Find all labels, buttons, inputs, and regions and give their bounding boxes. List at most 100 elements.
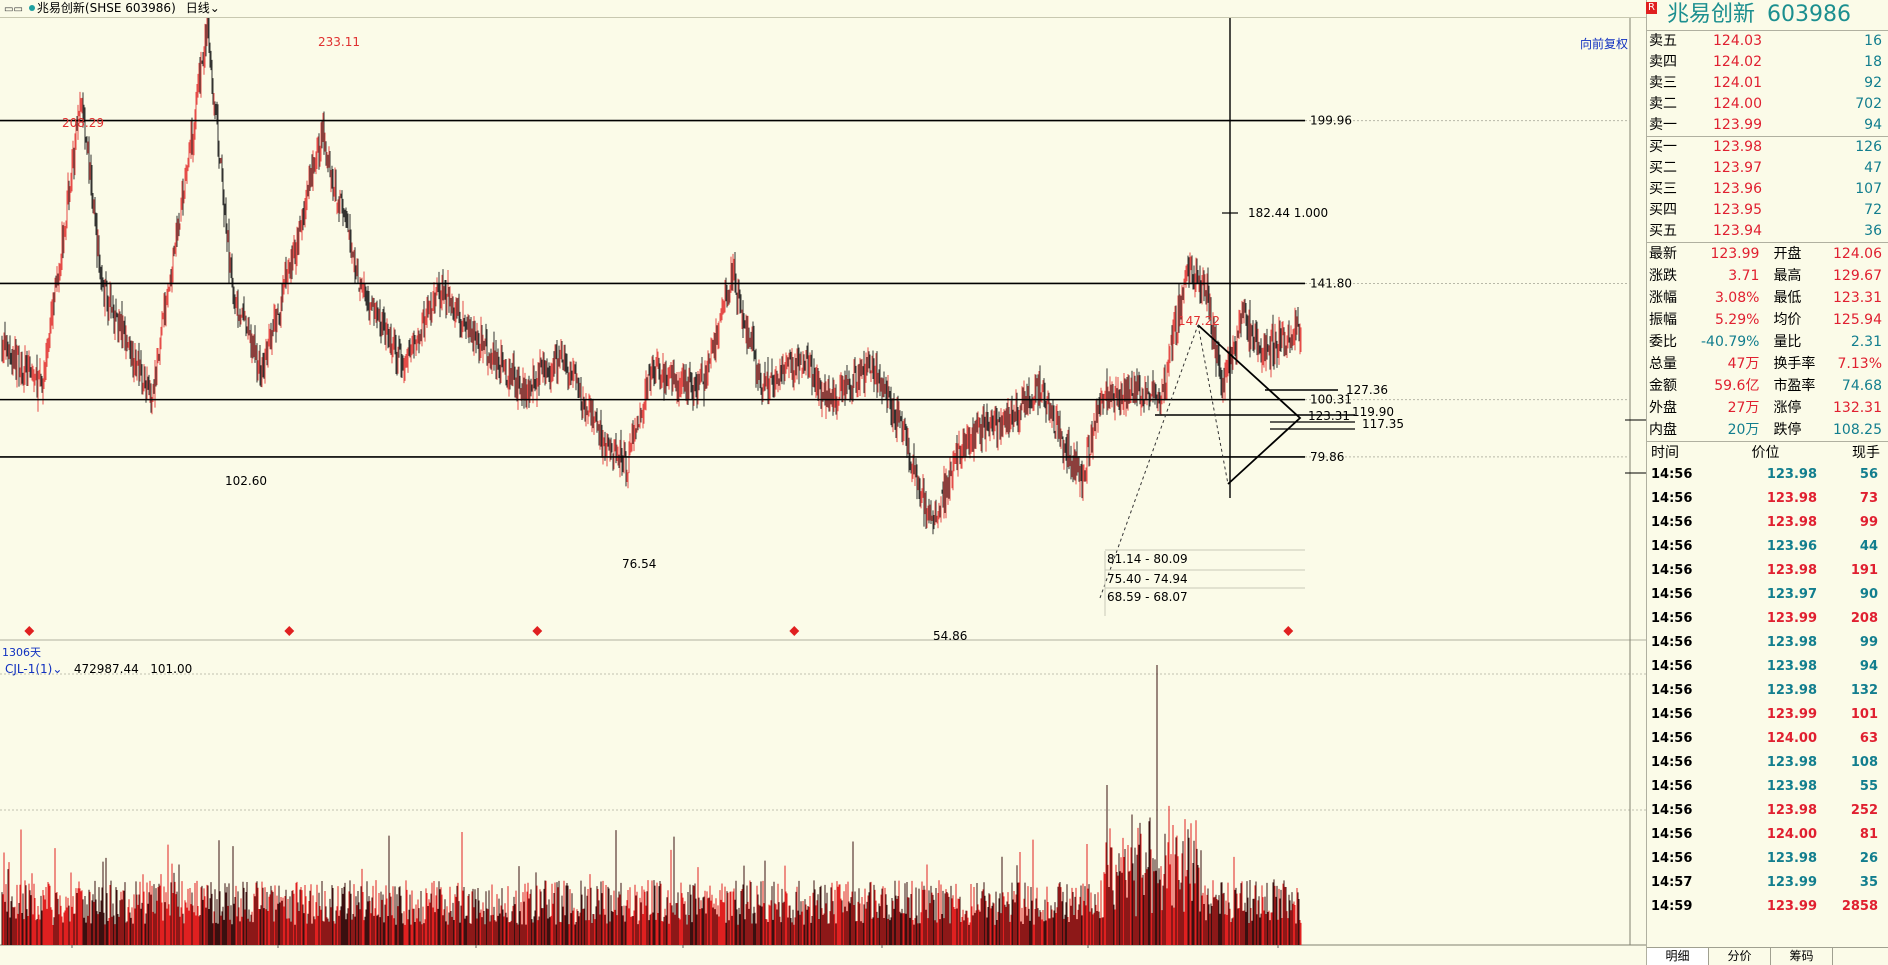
ask-row[interactable]: 卖四 124.02 18	[1647, 52, 1888, 73]
trade-row: 14:56 123.98 108	[1647, 751, 1888, 775]
trade-volume: 191	[1850, 563, 1878, 578]
volume-header: CJL-1(1)⌄ 472987.44 101.00	[5, 662, 192, 676]
quote-value: 3.71	[1728, 268, 1760, 284]
quote-label: 市盈率	[1773, 378, 1816, 394]
event-marker[interactable]	[789, 626, 800, 636]
trade-volume: 26	[1859, 851, 1878, 866]
quote-value: 3.08%	[1714, 290, 1760, 306]
range-label: 81.14 - 80.09	[1107, 552, 1188, 566]
range-label: 75.40 - 74.94	[1107, 572, 1188, 586]
panel-tabs: 明细 分价 筹码	[1647, 947, 1888, 965]
level-label: 100.31	[1310, 393, 1352, 407]
trades-list[interactable]: 14:56 123.98 56 14:56 123.98 73 14:56 123.98 99 1…	[1647, 463, 1888, 919]
trade-time: 14:56	[1651, 683, 1693, 698]
quote-table: 最新 123.99 开盘 124.06 涨跌 3.71 最高 129.67 涨幅 3.08% 最低 1…	[1647, 242, 1888, 441]
quote-value: 20万	[1727, 422, 1760, 438]
quote-label: 涨幅	[1649, 290, 1677, 306]
ask-row[interactable]: 卖五 124.03 16	[1647, 31, 1888, 53]
quote-label: 最新	[1649, 246, 1677, 262]
book-volume: 36	[1864, 223, 1882, 239]
timeframe-select[interactable]: 日线⌄	[186, 1, 220, 15]
book-level-label: 买四	[1649, 202, 1677, 218]
trades-header: 时间 价位 现手	[1647, 441, 1888, 463]
quote-label: 内盘	[1649, 422, 1677, 438]
trend-line-dashed	[1197, 324, 1229, 485]
book-price: 123.95	[1713, 202, 1762, 218]
trade-row: 14:56 123.98 99	[1647, 631, 1888, 655]
volume-indicator-select[interactable]: CJL-1(1)⌄	[5, 662, 62, 676]
trade-row: 14:56 123.98 56	[1647, 463, 1888, 487]
quote-label: 换手率	[1773, 356, 1816, 372]
trade-time: 14:56	[1651, 467, 1693, 482]
trade-price: 123.96	[1766, 539, 1817, 554]
volume-indicator-label: CJL-1(1)	[5, 662, 53, 676]
ask-row[interactable]: 卖二 124.00 702	[1647, 94, 1888, 115]
kline-chart-svg[interactable]: 199.96 141.80 100.31 79.86 182.44 1.000 127.3…	[0, 18, 1646, 948]
extreme-price-label: 233.11	[318, 35, 360, 49]
quote-label: 振幅	[1649, 312, 1677, 328]
chevron-down-icon: ⌄	[52, 662, 63, 676]
book-volume: 18	[1864, 54, 1882, 70]
quote-value: 2.31	[1850, 334, 1882, 350]
trade-price: 123.98	[1766, 491, 1817, 506]
extreme-price-label: 54.86	[933, 629, 967, 643]
trend-line-dashed	[1099, 324, 1199, 599]
trades-header-vol: 现手	[1851, 445, 1880, 461]
bid-row[interactable]: 买三 123.96 107	[1647, 179, 1888, 200]
event-marker[interactable]	[284, 626, 295, 636]
trade-time: 14:56	[1651, 539, 1693, 554]
book-level-label: 卖一	[1649, 117, 1677, 133]
event-marker[interactable]	[1283, 626, 1294, 636]
ask-book: 卖五 124.03 16 卖四 124.02 18 卖三 124.01 92 卖二 124.00 70…	[1647, 30, 1888, 136]
book-level-label: 买五	[1649, 223, 1677, 239]
ask-row[interactable]: 卖一 123.99 94	[1647, 115, 1888, 136]
trade-volume: 56	[1859, 467, 1878, 482]
fib-label: 182.44 1.000	[1248, 206, 1328, 220]
trade-volume: 55	[1859, 779, 1878, 794]
panel-title: R 兆易创新 603986	[1646, 0, 1888, 30]
menu-icon[interactable]: ▭▭	[4, 4, 23, 15]
quote-label: 跌停	[1773, 422, 1802, 438]
tab-price-dist[interactable]: 分价	[1709, 948, 1771, 965]
short-level-label: 117.35	[1362, 417, 1404, 431]
event-marker[interactable]	[532, 626, 543, 636]
kline-chart[interactable]: 199.96 141.80 100.31 79.86 182.44 1.000 127.3…	[0, 18, 1646, 948]
trade-row: 14:56 124.00 81	[1647, 823, 1888, 847]
tab-details[interactable]: 明细	[1647, 948, 1709, 965]
trade-time: 14:56	[1651, 635, 1693, 650]
quote-value: 47万	[1727, 356, 1760, 372]
triangle-pattern-line[interactable]	[1197, 324, 1302, 485]
trade-row: 14:59 123.99 2858	[1647, 895, 1888, 919]
book-price: 124.00	[1713, 96, 1762, 112]
adjust-mode-button[interactable]: 向前复权	[1579, 37, 1628, 51]
volume-value: 472987.44	[73, 662, 139, 676]
quote-label: 最高	[1773, 268, 1802, 284]
trade-volume: 73	[1859, 491, 1878, 506]
quote-label: 涨跌	[1649, 268, 1677, 284]
trade-volume: 90	[1859, 587, 1878, 602]
tab-chips[interactable]: 筹码	[1771, 948, 1833, 965]
trade-time: 14:56	[1651, 659, 1693, 674]
quote-label: 涨停	[1773, 400, 1802, 416]
trade-time: 14:56	[1651, 827, 1693, 842]
quote-label: 外盘	[1649, 400, 1677, 416]
bid-row[interactable]: 买五 123.94 36	[1647, 221, 1888, 242]
bid-row[interactable]: 买一 123.98 126	[1647, 137, 1888, 159]
trade-price: 123.98	[1766, 635, 1817, 650]
quote-label: 开盘	[1773, 246, 1802, 262]
bid-row[interactable]: 买四 123.95 72	[1647, 200, 1888, 221]
trade-price: 123.98	[1766, 467, 1817, 482]
trade-volume: 208	[1850, 611, 1878, 626]
ask-row[interactable]: 卖三 124.01 92	[1647, 73, 1888, 94]
bid-row[interactable]: 买二 123.97 47	[1647, 158, 1888, 179]
stock-name: 兆易创新	[36, 1, 85, 15]
quote-value: 123.99	[1710, 246, 1760, 262]
trade-time: 14:56	[1651, 707, 1693, 722]
trades-header-price: 价位	[1751, 445, 1780, 461]
quote-row: 金额 59.6亿 市盈率 74.68	[1647, 375, 1888, 397]
event-marker[interactable]	[24, 626, 35, 636]
status-dot-icon	[28, 5, 35, 11]
stock-code: (SHSE 603986)	[84, 1, 176, 15]
extreme-price-label: 147.22	[1178, 314, 1220, 328]
book-level-label: 买二	[1649, 160, 1677, 176]
